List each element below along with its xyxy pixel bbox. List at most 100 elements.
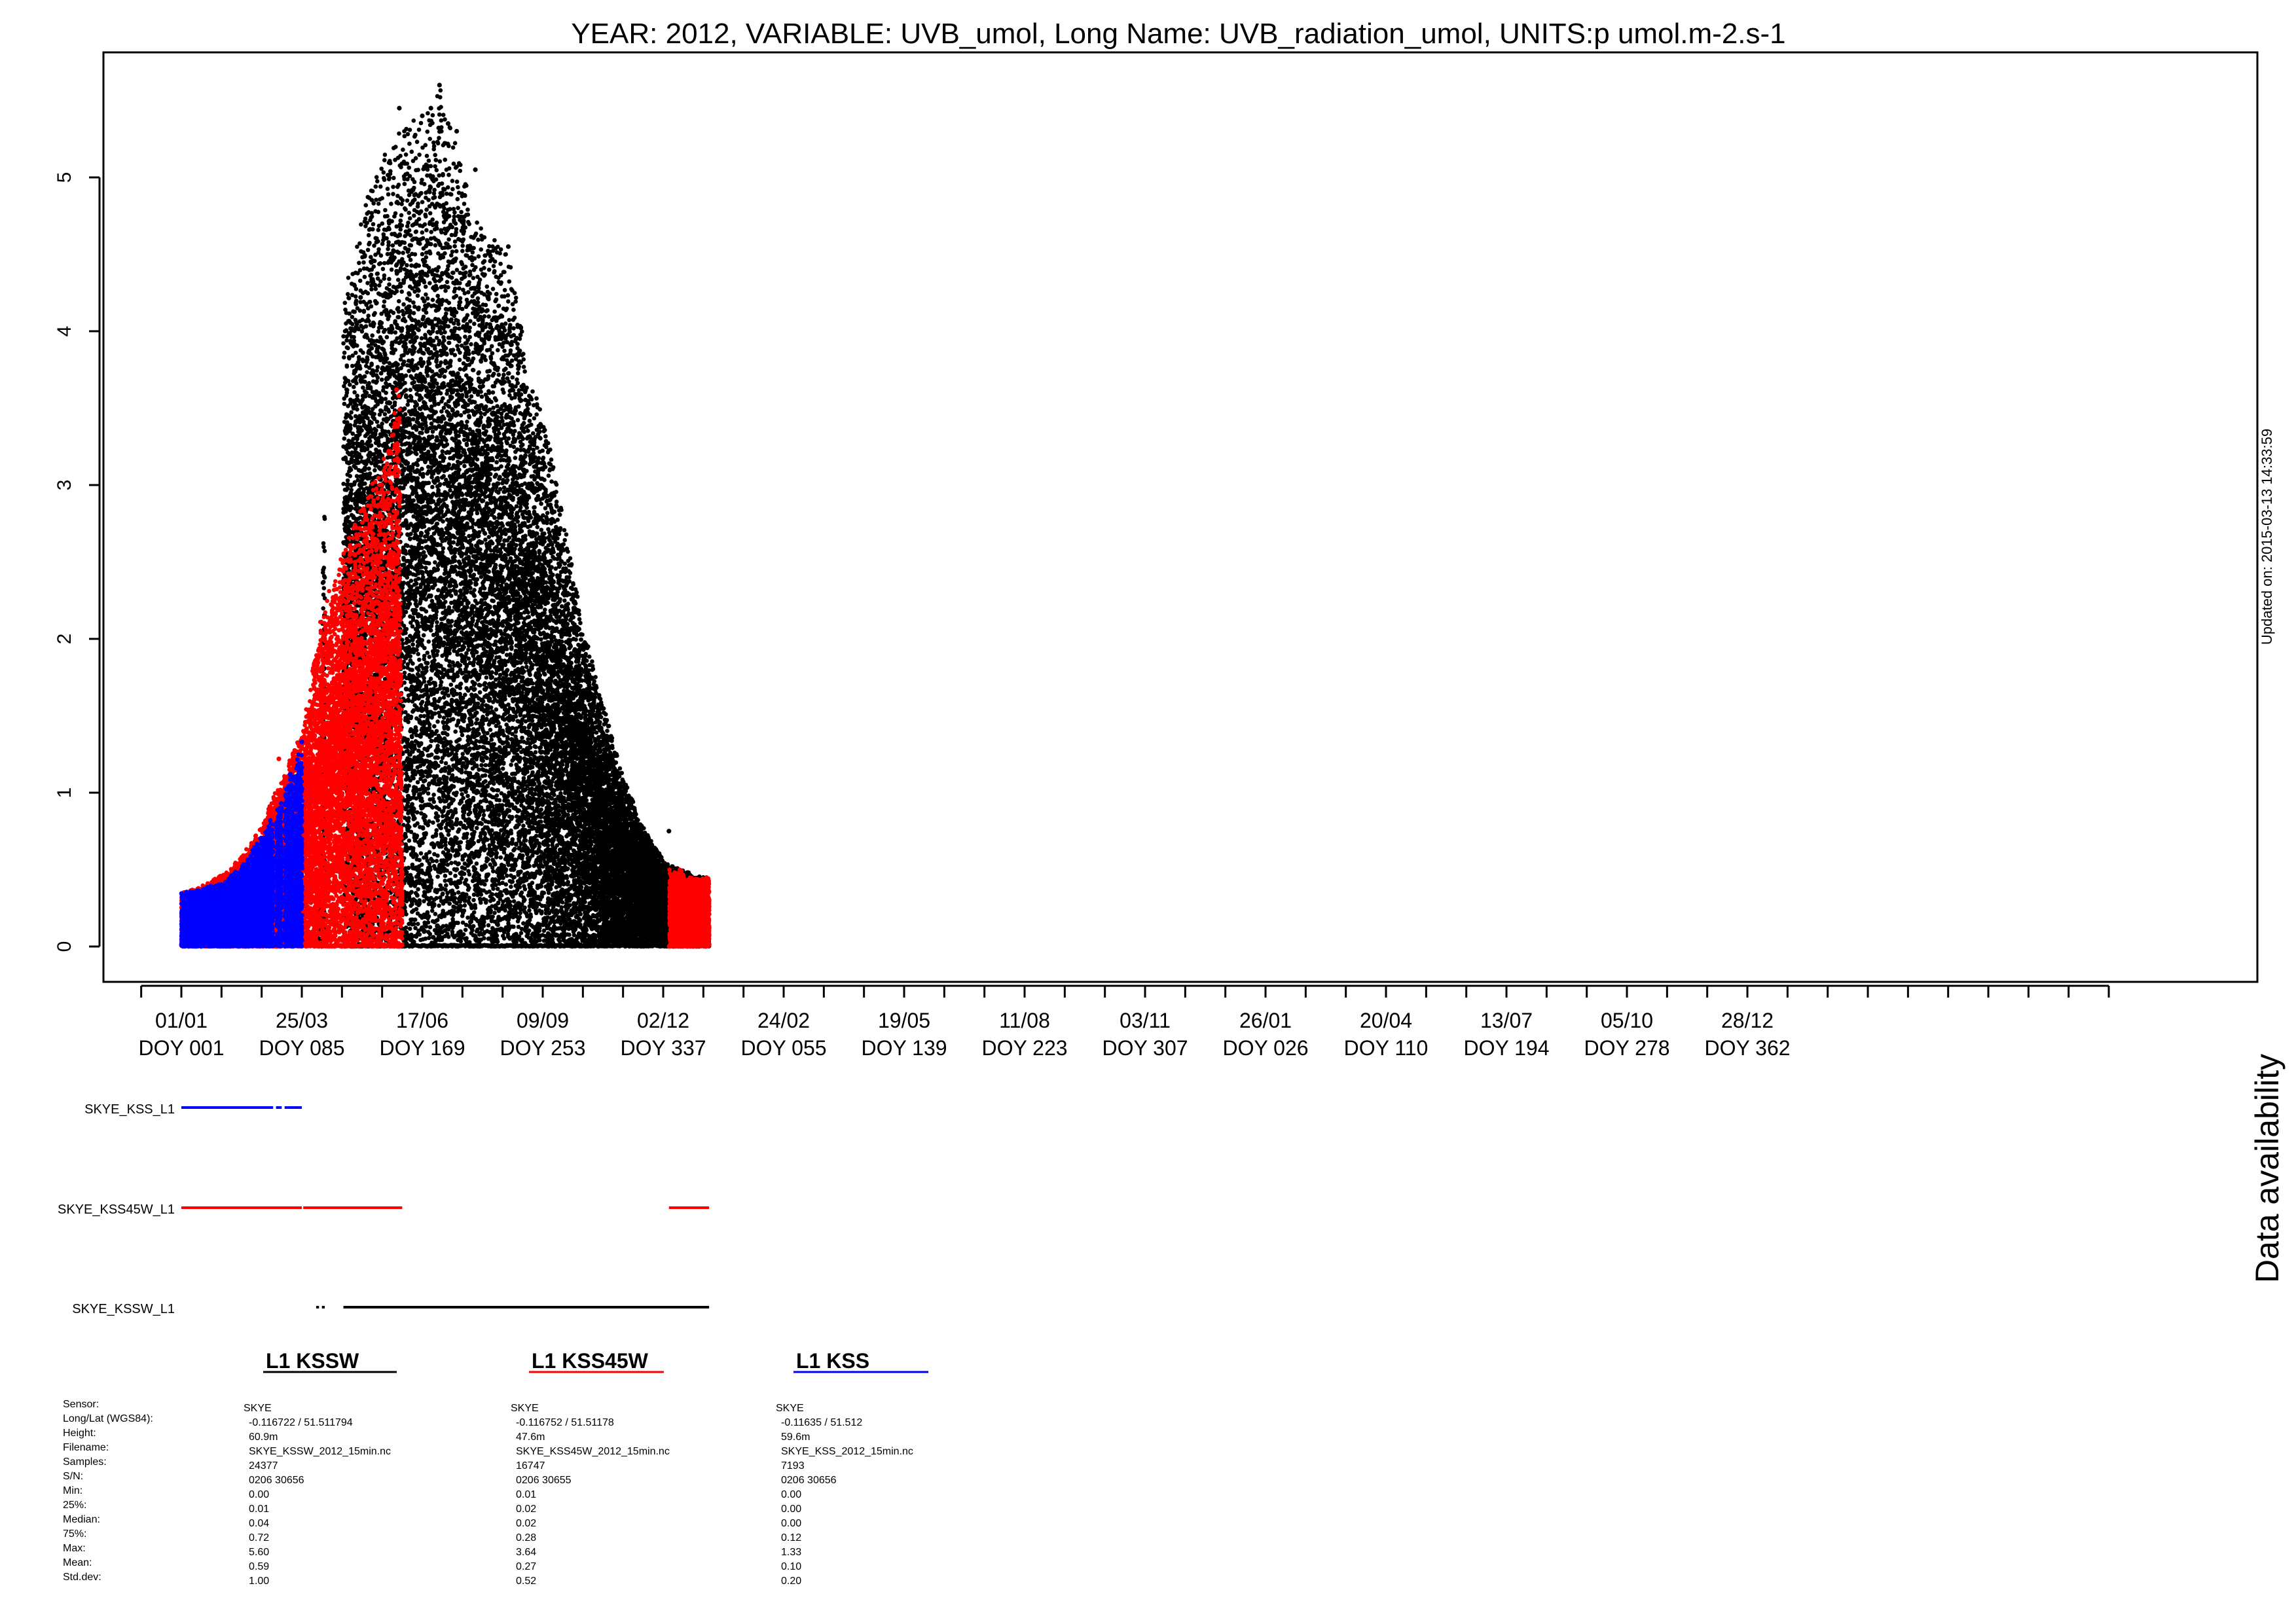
data-point — [378, 261, 383, 266]
data-point — [369, 361, 374, 366]
data-point — [367, 381, 371, 386]
data-point — [406, 698, 410, 702]
data-point — [348, 427, 353, 431]
data-point — [409, 716, 413, 721]
data-point — [371, 227, 375, 232]
data-point — [416, 577, 421, 581]
data-point — [375, 179, 380, 184]
data-point — [374, 379, 379, 384]
data-point — [414, 335, 419, 340]
data-point — [322, 514, 327, 519]
data-point — [412, 816, 417, 821]
data-point — [352, 385, 356, 389]
data-point — [413, 595, 418, 600]
data-point — [376, 329, 381, 334]
data-point — [322, 586, 327, 590]
data-point — [414, 272, 419, 277]
data-point — [411, 498, 416, 503]
data-point — [348, 474, 352, 478]
data-point — [341, 341, 346, 346]
data-point — [407, 825, 412, 829]
data-point — [407, 369, 411, 373]
data-point — [383, 208, 388, 213]
data-point — [382, 274, 387, 278]
data-point — [368, 439, 373, 444]
data-point — [401, 449, 406, 454]
data-point — [363, 633, 368, 638]
data-point — [391, 192, 395, 196]
data-point — [344, 328, 349, 333]
data-point — [416, 668, 421, 672]
data-point — [366, 248, 371, 253]
data-point — [387, 227, 392, 232]
data-point — [369, 273, 374, 278]
data-point — [416, 168, 420, 172]
data-point — [409, 388, 413, 392]
data-point — [385, 214, 390, 219]
data-point — [397, 299, 401, 304]
data-point — [343, 456, 348, 460]
data-point — [403, 671, 407, 676]
data-point — [374, 369, 379, 373]
data-point — [389, 202, 393, 206]
data-point — [346, 486, 350, 491]
data-point — [346, 292, 350, 297]
data-point — [384, 236, 389, 241]
data-point — [407, 819, 411, 823]
data-point — [374, 185, 378, 189]
data-point — [380, 422, 384, 426]
data-point — [342, 351, 347, 355]
data-point — [354, 351, 358, 355]
data-point — [404, 551, 409, 556]
data-point — [374, 428, 378, 433]
data-point — [400, 326, 405, 331]
data-point — [398, 154, 403, 158]
data-point — [413, 252, 418, 257]
data-point — [410, 902, 414, 907]
data-point — [409, 450, 414, 455]
data-point — [391, 185, 395, 189]
scatter-points — [179, 82, 712, 948]
data-point — [401, 198, 405, 203]
data-point — [376, 239, 380, 244]
data-point — [382, 299, 387, 304]
data-point — [403, 435, 408, 439]
data-point — [361, 261, 366, 265]
data-point — [406, 720, 410, 725]
data-point — [368, 471, 373, 476]
data-point — [408, 216, 412, 221]
data-point — [342, 355, 346, 360]
data-point — [397, 315, 401, 319]
data-point — [412, 311, 416, 316]
data-point — [399, 213, 404, 218]
data-point — [409, 258, 413, 262]
data-point — [391, 244, 395, 248]
updated-timestamp: Updated on: 2015-03-13 14:33:59 — [2259, 429, 2275, 645]
data-point — [414, 427, 419, 432]
data-point — [379, 166, 384, 171]
data-point — [372, 321, 376, 326]
data-point — [357, 261, 361, 265]
data-point — [405, 162, 410, 166]
data-point — [407, 293, 412, 297]
data-point — [373, 311, 377, 316]
data-point — [404, 374, 409, 378]
data-point — [354, 403, 359, 408]
data-point — [406, 738, 410, 742]
data-point — [404, 388, 409, 392]
data-point — [401, 302, 406, 307]
data-point — [399, 289, 404, 294]
data-point — [393, 319, 397, 323]
data-point — [407, 866, 411, 871]
data-point — [373, 468, 377, 473]
data-point — [349, 410, 354, 415]
data-point — [350, 506, 354, 511]
data-point — [368, 300, 373, 304]
data-point — [374, 301, 379, 306]
data-point — [386, 243, 391, 247]
data-point — [383, 328, 388, 333]
data-point — [398, 227, 403, 232]
data-point — [401, 251, 405, 255]
data-point — [365, 357, 370, 362]
data-point — [345, 365, 350, 369]
